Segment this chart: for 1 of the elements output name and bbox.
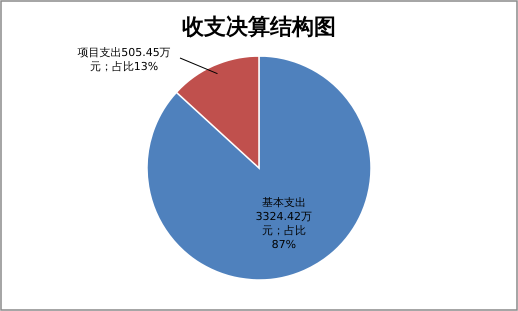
chart-title: 收支决算结构图 <box>182 15 336 40</box>
